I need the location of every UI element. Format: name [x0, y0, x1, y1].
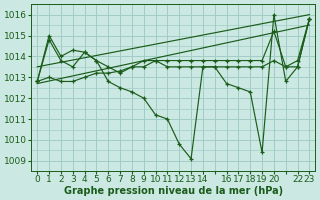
X-axis label: Graphe pression niveau de la mer (hPa): Graphe pression niveau de la mer (hPa): [64, 186, 283, 196]
